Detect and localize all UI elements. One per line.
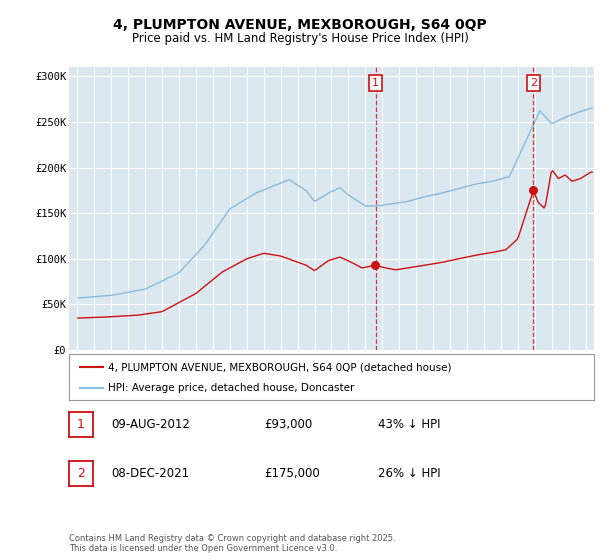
Text: £175,000: £175,000	[264, 466, 320, 480]
Text: 2: 2	[77, 466, 85, 480]
Point	[371, 260, 380, 269]
Text: Contains HM Land Registry data © Crown copyright and database right 2025.
This d: Contains HM Land Registry data © Crown c…	[69, 534, 395, 553]
Text: 1: 1	[77, 418, 85, 431]
Text: 4, PLUMPTON AVENUE, MEXBOROUGH, S64 0QP: 4, PLUMPTON AVENUE, MEXBOROUGH, S64 0QP	[113, 18, 487, 32]
Text: 43% ↓ HPI: 43% ↓ HPI	[378, 418, 440, 431]
Text: 09-AUG-2012: 09-AUG-2012	[111, 418, 190, 431]
Text: 08-DEC-2021: 08-DEC-2021	[111, 466, 189, 480]
Point	[528, 186, 538, 195]
Text: Price paid vs. HM Land Registry's House Price Index (HPI): Price paid vs. HM Land Registry's House …	[131, 32, 469, 45]
Text: 2: 2	[530, 78, 537, 88]
Text: HPI: Average price, detached house, Doncaster: HPI: Average price, detached house, Donc…	[109, 384, 355, 394]
Text: 26% ↓ HPI: 26% ↓ HPI	[378, 466, 440, 480]
Text: £93,000: £93,000	[264, 418, 312, 431]
Text: 1: 1	[372, 78, 379, 88]
Text: 4, PLUMPTON AVENUE, MEXBOROUGH, S64 0QP (detached house): 4, PLUMPTON AVENUE, MEXBOROUGH, S64 0QP …	[109, 362, 452, 372]
